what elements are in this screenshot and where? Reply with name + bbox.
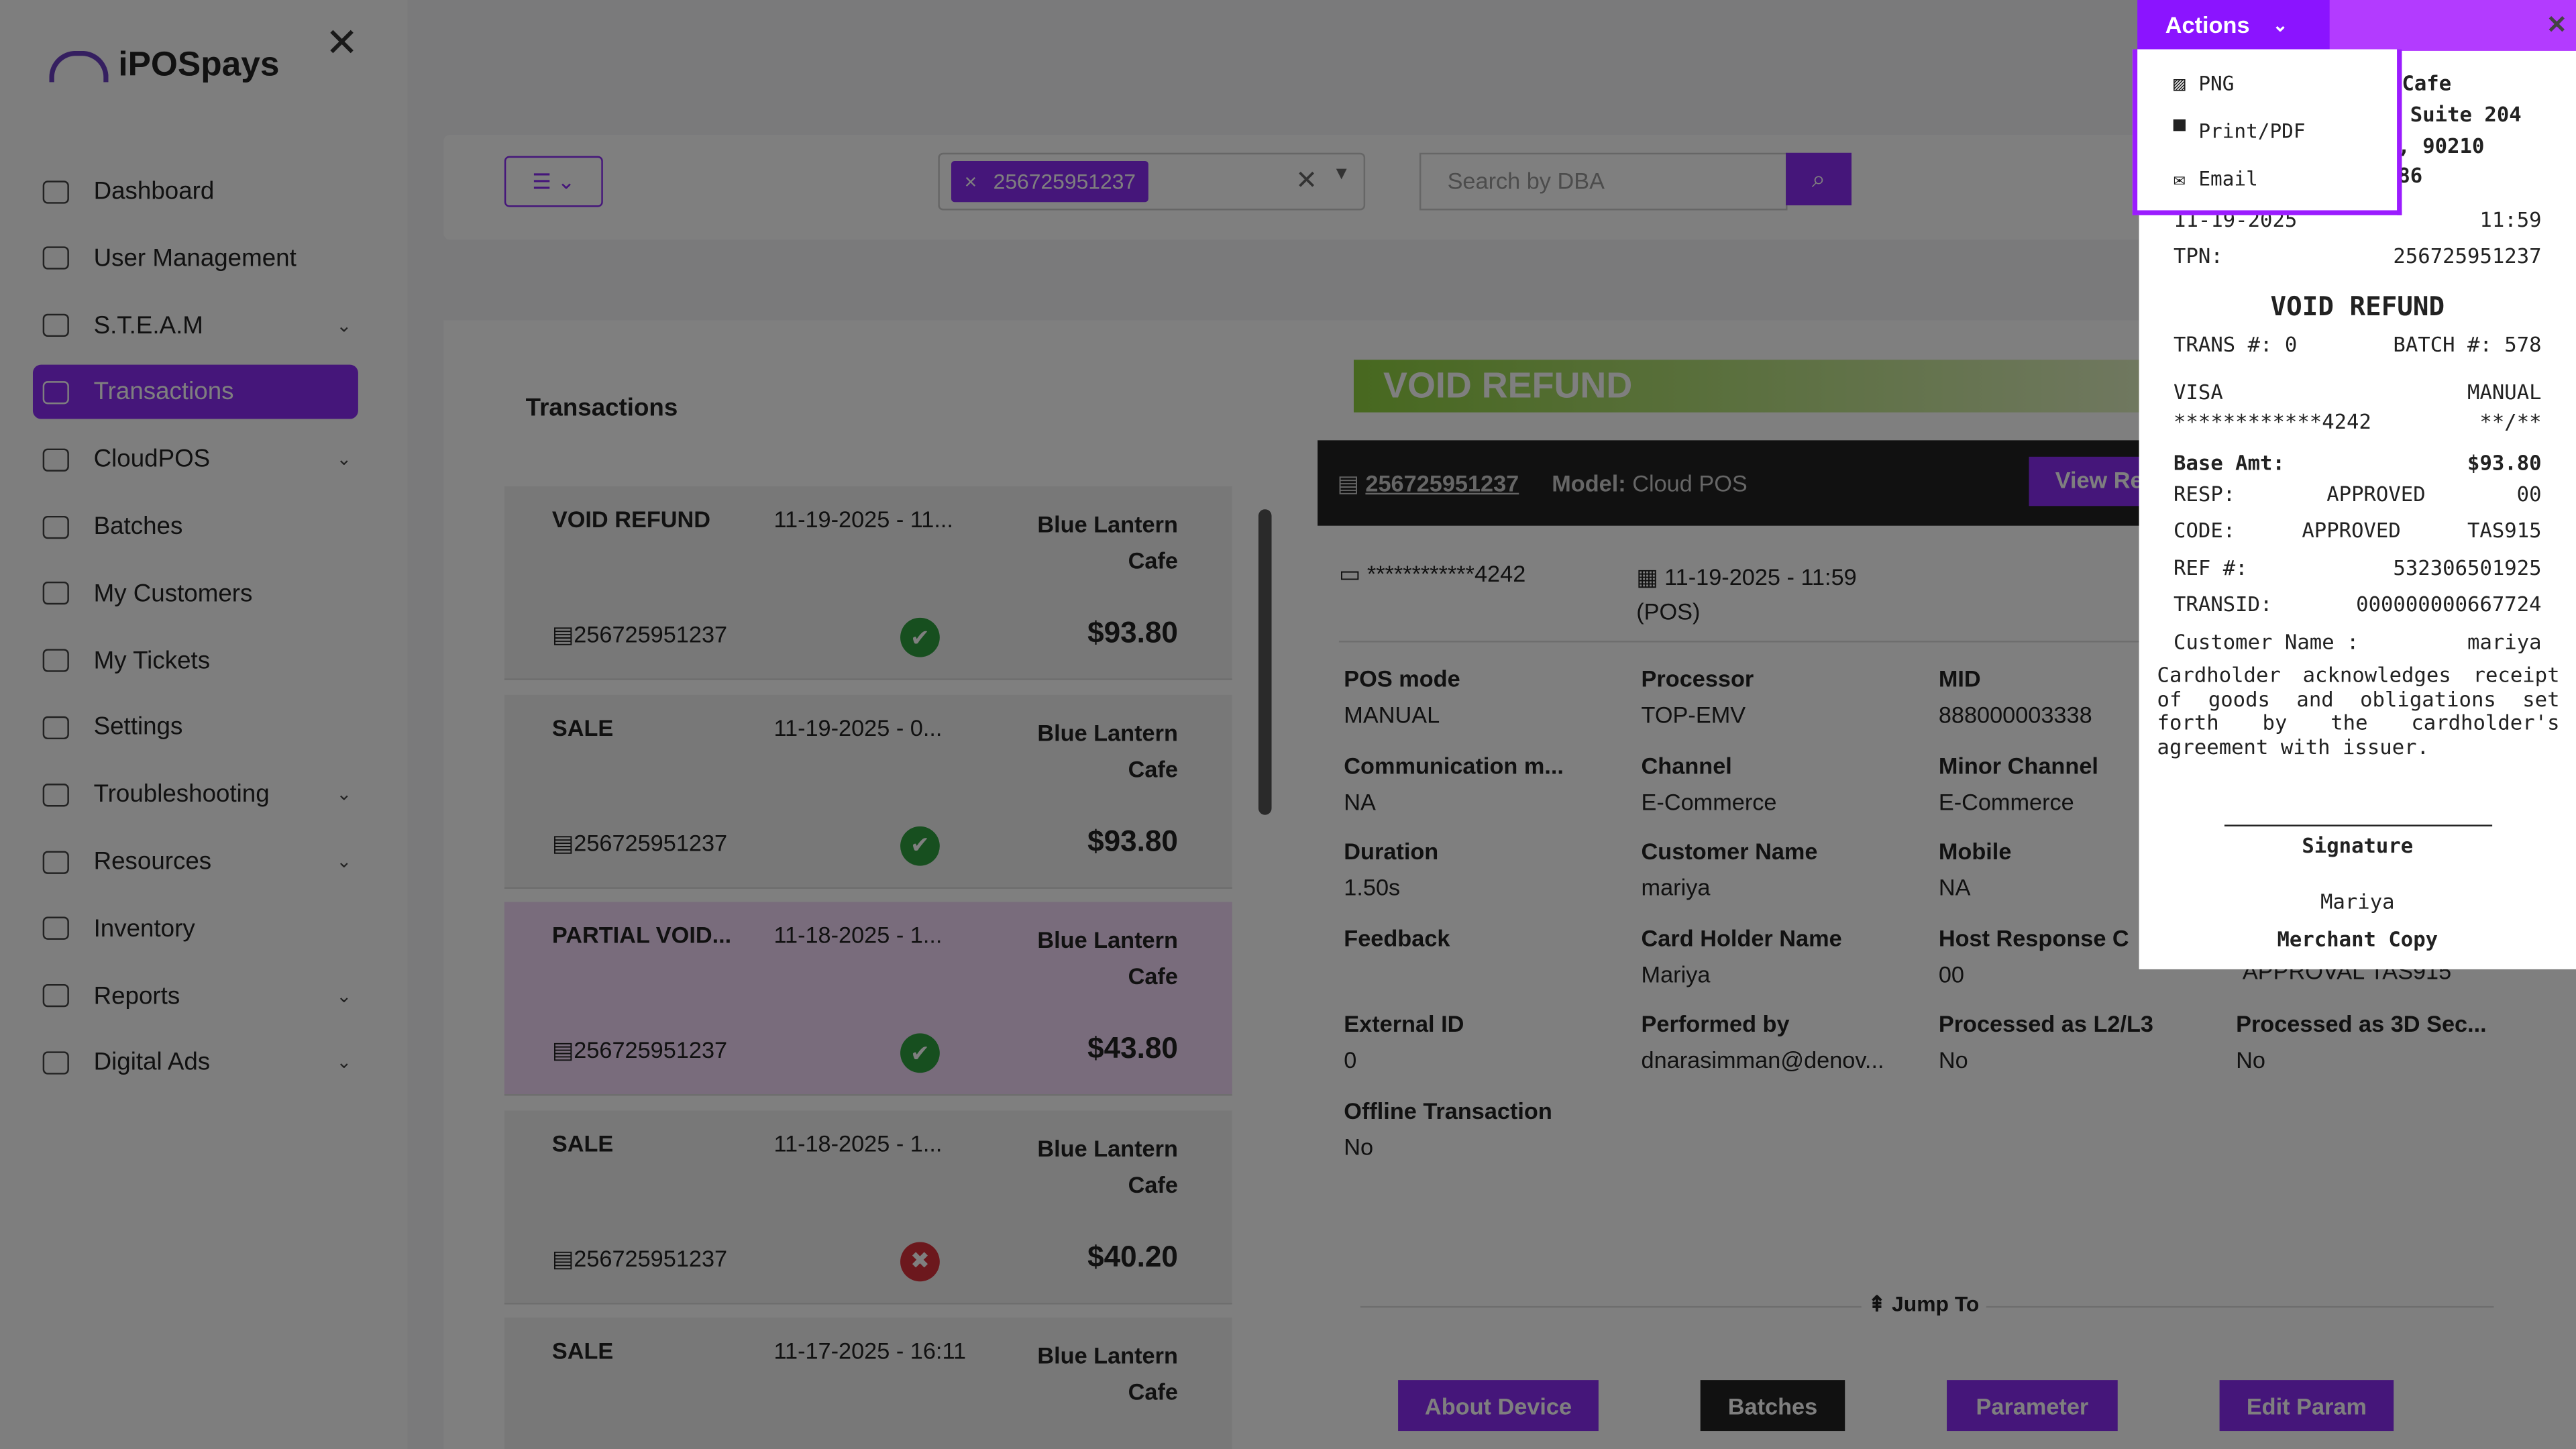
merchant-name: Cafe [2402,70,2452,96]
receipt-customer: Customer Name : mariya [2174,629,2542,654]
image-icon: ▨ [2174,72,2186,96]
mail-icon: ✉ [2174,167,2186,191]
receipt-resp: RESP: APPROVED 00 [2174,481,2542,506]
copy-label: Merchant Copy [2277,926,2438,951]
receipt-base-amount: Base Amt: $93.80 [2174,450,2542,475]
close-receipt-icon[interactable]: ✕ [2546,11,2567,40]
signature-line [2224,824,2493,826]
receipt-code: CODE: APPROVED TAS915 [2174,517,2542,543]
receipt-trans-batch: TRANS #: 0 BATCH #: 578 [2174,331,2542,357]
receipt-title: VOID REFUND [2270,290,2445,323]
menu-item-print[interactable]: ▀ Print/PDF [2174,119,2306,144]
signature-label: Signature [2302,833,2414,858]
actions-dropdown[interactable]: Actions ⌄ [2137,0,2330,50]
address-line: d Suite 204 [2385,101,2522,127]
receipt-disclaimer: Cardholder acknowledges receipt of goods… [2157,661,2560,759]
receipt-card: ************4242 **/** [2174,409,2542,434]
receipt-transid: TRANSID: 000000000667724 [2174,591,2542,616]
receipt-ref: REF #: 532306501925 [2174,555,2542,580]
address-line: A, 90210 [2385,133,2485,158]
signature-name: Mariya [2320,888,2395,914]
actions-menu: ▨ PNG ▀ Print/PDF ✉ Email [2132,49,2402,215]
receipt-tpn: TPN: 256725951237 [2174,243,2542,268]
printer-icon: ▀ [2174,119,2186,144]
receipt-card-brand: VISA MANUAL [2174,379,2542,405]
menu-item-email[interactable]: ✉ Email [2174,167,2258,191]
menu-item-png[interactable]: ▨ PNG [2174,72,2235,96]
phone: 286 [2385,162,2423,188]
chevron-down-icon: ⌄ [2272,15,2288,36]
